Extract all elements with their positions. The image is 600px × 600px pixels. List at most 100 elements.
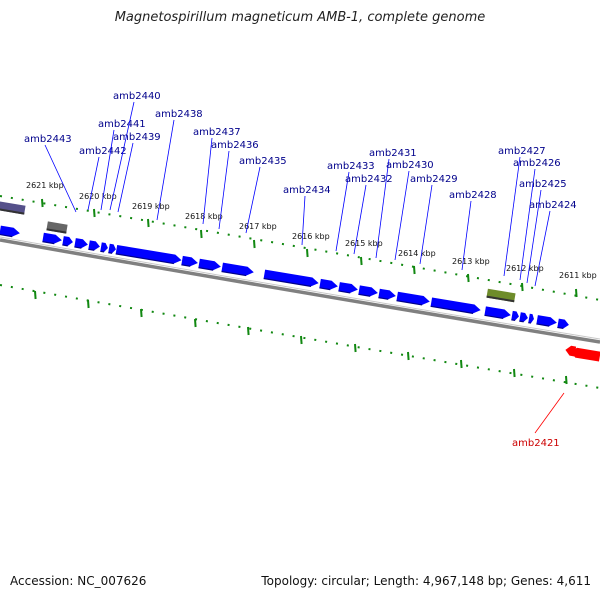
tick-label: 2612 kbp	[506, 264, 544, 273]
label-leader-line	[419, 184, 433, 265]
purple-gene	[0, 201, 26, 215]
tick-mark	[575, 288, 578, 298]
gene-label-amb2434[interactable]: amb2434	[283, 185, 331, 196]
label-leader-line	[519, 168, 536, 281]
genome-backbone	[0, 238, 600, 344]
forward-gene	[74, 238, 88, 249]
inner-tick-mark	[34, 290, 37, 300]
tick-mark	[360, 256, 363, 266]
forward-gene	[221, 262, 254, 277]
tick-mark	[93, 208, 96, 218]
forward-gene	[181, 255, 198, 267]
gene-label-amb2429[interactable]: amb2429	[410, 174, 458, 185]
gene-label-amb2421[interactable]: amb2421	[512, 438, 560, 449]
label-leader-line	[202, 137, 213, 225]
inner-tick-mark	[194, 318, 197, 328]
label-leader-line	[534, 210, 551, 287]
forward-gene	[484, 306, 511, 320]
forward-gene	[358, 285, 378, 297]
inner-tick-mark	[407, 351, 410, 361]
forward-gene	[62, 236, 73, 247]
tick-label: 2620 kbp	[79, 192, 117, 201]
inner-tick-mark	[247, 326, 250, 336]
map-title: Magnetospirillum magneticum AMB-1, compl…	[114, 10, 486, 25]
label-leader-line	[526, 189, 542, 284]
gene-label-amb2443[interactable]: amb2443	[24, 134, 72, 145]
gene-label-amb2436[interactable]: amb2436	[211, 140, 259, 151]
label-leader-line	[335, 171, 350, 252]
forward-gene	[528, 313, 534, 324]
forward-gene	[519, 312, 528, 323]
tick-label: 2621 kbp	[26, 181, 64, 190]
gene-label-amb2439[interactable]: amb2439	[113, 132, 161, 143]
label-leader-line	[353, 184, 367, 255]
label-leader-line	[117, 142, 134, 213]
gene-label-amb2426[interactable]: amb2426	[513, 158, 561, 169]
label-leader-line	[461, 200, 472, 271]
label-leader-line	[301, 195, 306, 246]
forward-gene	[378, 288, 396, 300]
gene-label-amb2425[interactable]: amb2425	[519, 179, 567, 190]
tick-mark	[41, 198, 44, 208]
tick-label: 2614 kbp	[398, 249, 436, 258]
label-leader-line	[394, 170, 410, 261]
gene-label-amb2442[interactable]: amb2442	[79, 146, 127, 157]
forward-gene	[430, 297, 481, 314]
grey-gene	[46, 221, 68, 234]
forward-gene	[536, 315, 557, 327]
inner-tick-mark	[565, 375, 568, 385]
gene-label-amb2441[interactable]: amb2441	[98, 119, 146, 130]
forward-gene	[88, 240, 100, 251]
forward-gene	[511, 310, 519, 322]
gene-label-amb2440[interactable]: amb2440	[113, 91, 161, 102]
forward-gene	[0, 225, 20, 238]
gene-label-amb2432[interactable]: amb2432	[345, 174, 393, 185]
forward-gene	[319, 278, 338, 291]
forward-gene	[115, 244, 182, 265]
label-leader-line	[534, 392, 565, 434]
label-leader-line	[218, 150, 230, 230]
inner-tick-mark	[354, 343, 357, 353]
gene-label-amb2428[interactable]: amb2428	[449, 190, 497, 201]
tick-label: 2615 kbp	[345, 239, 383, 248]
label-leader-line	[109, 101, 135, 211]
tick-label: 2616 kbp	[292, 232, 330, 241]
gene-label-amb2430[interactable]: amb2430	[386, 160, 434, 171]
inner-tick-mark	[140, 308, 143, 318]
tick-mark	[521, 282, 524, 292]
reverse-gene-amb2421	[565, 345, 600, 362]
gene-label-amb2424[interactable]: amb2424	[529, 200, 577, 211]
gene-label-amb2435[interactable]: amb2435	[239, 156, 287, 167]
inner-tick-mark	[513, 368, 516, 378]
gene-label-amb2427[interactable]: amb2427	[498, 146, 546, 157]
forward-gene	[198, 258, 221, 271]
tick-mark	[306, 248, 309, 258]
gene-label-amb2433[interactable]: amb2433	[327, 161, 375, 172]
inner-tick-mark	[460, 359, 463, 369]
label-leader-line	[44, 144, 77, 213]
forward-gene	[108, 243, 116, 254]
forward-gene	[100, 242, 108, 253]
tick-mark	[467, 273, 470, 283]
inner-tick-mark	[300, 335, 303, 345]
accession-text: Accession: NC_007626	[10, 574, 147, 588]
genome-summary: Topology: circular; Length: 4,967,148 bp…	[261, 574, 591, 588]
gene-label-amb2438[interactable]: amb2438	[155, 109, 203, 120]
gene-callouts: amb2443 amb2442 amb2441 amb2440 amb2439 amb24…	[24, 91, 577, 449]
gene-label-amb2431[interactable]: amb2431	[369, 148, 417, 159]
inner-tick-mark	[87, 299, 90, 309]
tick-mark	[147, 218, 150, 228]
label-leader-line	[100, 129, 115, 211]
label-leader-line	[245, 166, 261, 234]
forward-gene	[263, 269, 319, 287]
label-leader-line	[156, 119, 175, 221]
forward-gene	[338, 282, 358, 294]
label-leader-line	[375, 158, 390, 259]
tick-label: 2613 kbp	[452, 257, 490, 266]
forward-gene	[396, 291, 430, 306]
label-leader-line	[87, 156, 100, 211]
gene-label-amb2437[interactable]: amb2437	[193, 127, 241, 138]
tick-label: 2617 kbp	[239, 222, 277, 231]
